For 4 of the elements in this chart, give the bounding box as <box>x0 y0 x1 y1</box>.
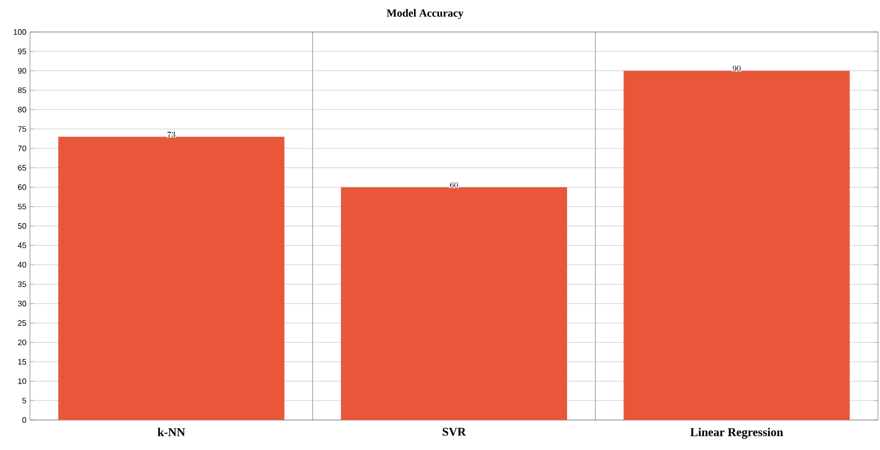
chart-title: Model Accuracy <box>386 9 464 19</box>
x-tick-label: SVR <box>442 428 466 436</box>
x-tick-label: k-NN <box>158 428 186 436</box>
x-tick-label: Linear Regression <box>690 428 784 439</box>
